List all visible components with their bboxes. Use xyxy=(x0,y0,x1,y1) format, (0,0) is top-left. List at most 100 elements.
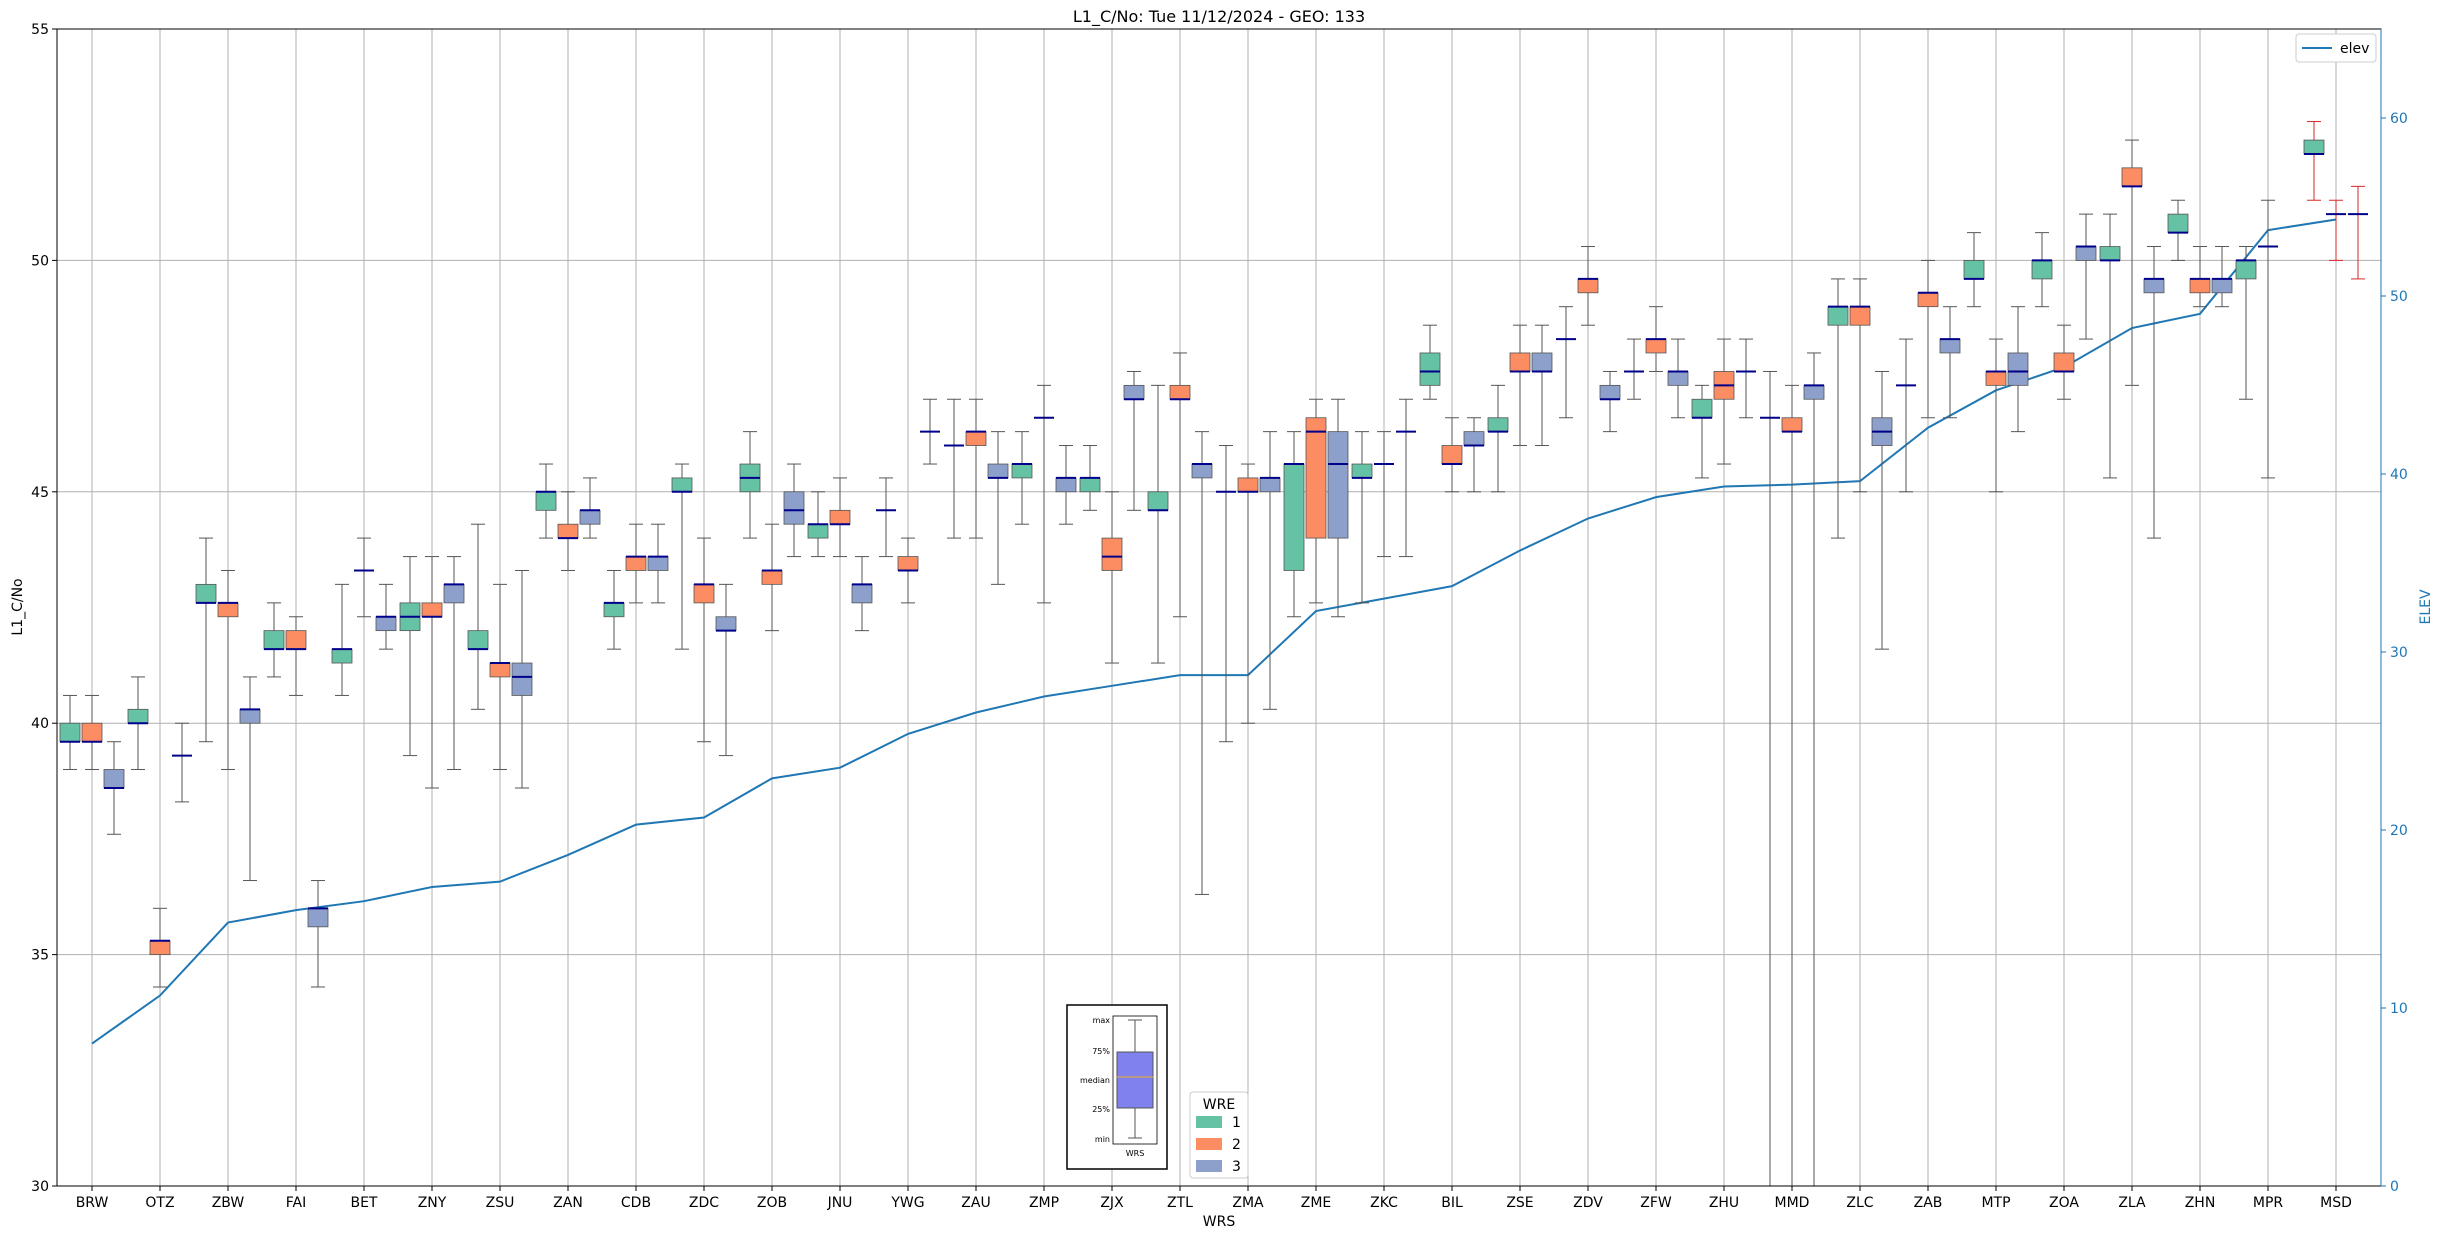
iqr-box xyxy=(1055,477,1077,493)
iqr-box xyxy=(1147,491,1169,511)
x-tick-label: ZDC xyxy=(689,1195,719,1211)
iqr-box xyxy=(103,769,125,789)
box-zab-wre2 xyxy=(1917,259,1939,419)
iqr-box xyxy=(1283,463,1305,571)
iqr-box xyxy=(375,616,397,632)
iqr-box xyxy=(1351,463,1373,479)
box-bet-wre3 xyxy=(375,583,397,650)
box-zoa-wre1 xyxy=(2031,232,2053,308)
iqr-box xyxy=(671,477,693,493)
iqr-box xyxy=(81,722,103,743)
x-tick-label: CDB xyxy=(621,1195,651,1211)
iqr-box xyxy=(59,722,81,743)
iqr-box xyxy=(783,491,805,525)
box-series xyxy=(59,121,2368,1187)
box-zob-wre2 xyxy=(761,523,783,632)
box-zan-wre2 xyxy=(557,491,579,571)
inset-label-max: max xyxy=(1093,1016,1111,1025)
box-zme-wre2 xyxy=(1305,398,1327,604)
inset-label-q1: 25% xyxy=(1092,1105,1110,1114)
wre-legend-label-3: 3 xyxy=(1232,1159,1241,1175)
box-zhu-wre1 xyxy=(1691,384,1713,479)
box-mpr-wre1 xyxy=(2235,246,2257,400)
box-brw-wre1 xyxy=(59,694,81,770)
box-zhn-wre1 xyxy=(2167,199,2189,261)
box-ywg-wre2 xyxy=(897,537,919,604)
x-tick-label: ZJX xyxy=(1100,1195,1124,1211)
iqr-box xyxy=(1305,417,1327,539)
iqr-box xyxy=(2121,167,2143,187)
box-zlc-wre1 xyxy=(1827,278,1849,539)
iqr-box xyxy=(467,630,489,650)
box-zdc-wre3 xyxy=(715,583,737,757)
box-jnu-wre2 xyxy=(829,477,851,558)
iqr-box xyxy=(285,630,307,650)
iqr-box xyxy=(647,556,669,571)
y2-tick-label: 0 xyxy=(2390,1179,2399,1195)
box-zjx-wre1 xyxy=(1079,445,1101,511)
iqr-box xyxy=(1259,477,1281,493)
box-zse-wre1 xyxy=(1487,384,1509,493)
y2-tick-label: 10 xyxy=(2390,1001,2408,1017)
box-zmp-wre2 xyxy=(1034,384,1054,604)
x-tick-label: ZDV xyxy=(1573,1195,1603,1211)
y-tick-label: 35 xyxy=(31,948,49,964)
iqr-box xyxy=(1237,477,1259,493)
x-tick-label: ZHU xyxy=(1709,1195,1739,1211)
box-zny-wre2 xyxy=(421,556,443,789)
iqr-box xyxy=(331,648,353,664)
box-zma-wre1 xyxy=(1216,445,1236,743)
iqr-box xyxy=(693,583,715,604)
x-tick-label: JNU xyxy=(827,1195,853,1211)
x-tick-label: ZSE xyxy=(1506,1195,1533,1211)
x-tick-label: ZBW xyxy=(212,1195,245,1211)
box-zob-wre3 xyxy=(783,463,805,558)
iqr-box xyxy=(1487,417,1509,433)
inset-label-min: min xyxy=(1095,1135,1110,1144)
x-tick-label: MSD xyxy=(2320,1195,2352,1211)
box-zkc-wre2 xyxy=(1374,431,1394,558)
x-tick-label: BET xyxy=(350,1195,377,1211)
box-fai-wre2 xyxy=(285,616,307,696)
y-tick-label: 40 xyxy=(31,716,49,732)
inset-box xyxy=(1116,1051,1154,1109)
x-tick-label: ZMP xyxy=(1029,1195,1059,1211)
iqr-box xyxy=(1939,338,1961,354)
box-zfw-wre3 xyxy=(1667,338,1689,419)
iqr-box xyxy=(1827,306,1849,326)
box-zhu-wre2 xyxy=(1713,338,1735,465)
x-tick-label: MPR xyxy=(2253,1195,2284,1211)
box-zme-wre1 xyxy=(1283,431,1305,618)
box-msd-wre3 xyxy=(2348,185,2368,280)
box-fai-wre3 xyxy=(307,880,329,988)
y2-tick-label: 60 xyxy=(2390,111,2408,127)
box-zdv-wre3 xyxy=(1599,370,1621,433)
elev-legend-label: elev xyxy=(2340,41,2369,57)
box-zau-wre3 xyxy=(987,431,1009,585)
x-tick-label: MMD xyxy=(1775,1195,1810,1211)
iqr-box xyxy=(2189,278,2211,294)
y2-tick-label: 50 xyxy=(2390,289,2408,305)
box-zab-wre3 xyxy=(1939,306,1961,419)
iqr-box xyxy=(307,907,329,928)
iqr-box xyxy=(1577,278,1599,294)
iqr-box xyxy=(1419,352,1441,386)
chart-title: L1_C/No: Tue 11/12/2024 - GEO: 133 xyxy=(1073,7,1365,27)
axes: BRW OTZ ZBW FAI BET ZNY ZSU ZAN CDB ZDC ZOB JNU YWG Z… xyxy=(31,22,2408,1211)
iqr-box xyxy=(1079,477,1101,493)
y-tick-label: 45 xyxy=(31,485,49,501)
box-zfw-wre1 xyxy=(1624,338,1644,400)
box-jnu-wre1 xyxy=(807,491,829,558)
wre-legend-label-2: 2 xyxy=(1232,1137,1241,1153)
box-zdv-wre1 xyxy=(1556,306,1576,419)
box-zny-wre3 xyxy=(443,556,465,770)
iqr-box xyxy=(2075,246,2097,261)
x-tick-label: ZTL xyxy=(1167,1195,1193,1211)
x-tick-label: ZLA xyxy=(2118,1195,2146,1211)
iqr-box xyxy=(489,662,511,678)
box-mmd-wre2 xyxy=(1781,384,1803,1187)
x-tick-label: ZOB xyxy=(757,1195,787,1211)
iqr-box xyxy=(1123,384,1145,400)
wre-legend-swatch-1 xyxy=(1196,1116,1222,1128)
iqr-box xyxy=(1011,463,1033,479)
